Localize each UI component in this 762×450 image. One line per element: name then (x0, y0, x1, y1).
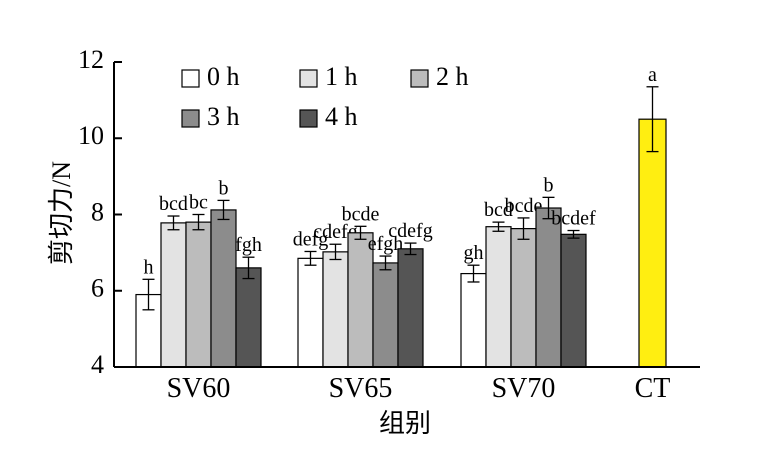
bar (160, 222, 187, 368)
significance-label: bcd (484, 199, 513, 221)
legend-label: 1 h (325, 62, 358, 91)
legend-label: 0 h (207, 62, 240, 91)
bar (297, 257, 324, 368)
significance-label: bcde (342, 203, 380, 225)
legend-swatch (410, 69, 429, 88)
bar (372, 262, 399, 368)
significance-label: bcde (505, 195, 543, 217)
x-tick-label: SV65 (329, 373, 393, 404)
significance-label: bc (189, 192, 208, 214)
bar (560, 233, 587, 368)
significance-label: b (544, 174, 554, 196)
bar (510, 228, 537, 368)
significance-label: cdefg (313, 221, 357, 243)
significance-label: gh (464, 242, 484, 264)
bar (460, 272, 487, 368)
significance-label: bcdef (551, 208, 596, 230)
significance-label: a (648, 64, 657, 86)
bar (185, 221, 212, 368)
bar (535, 207, 562, 368)
y-tick-label: 6 (91, 274, 104, 303)
bar (397, 248, 424, 368)
legend-label: 2 h (436, 62, 469, 91)
significance-label: efgh (368, 233, 404, 255)
legend-label: 4 h (325, 102, 358, 131)
bar (210, 209, 237, 368)
bar (235, 267, 262, 368)
significance-label: bcd (159, 193, 188, 215)
y-tick-label: 10 (78, 121, 104, 150)
significance-label: cdefg (388, 220, 432, 242)
y-tick-label: 12 (78, 45, 104, 74)
legend-swatch (181, 69, 200, 88)
x-tick-label: SV60 (167, 373, 231, 404)
legend-swatch (299, 109, 318, 128)
y-tick-label: 8 (91, 197, 104, 226)
control-bar (638, 118, 667, 368)
x-tick-label: CT (635, 373, 671, 404)
axes-layer: 4 6 8 10 12 SV60 SV65 SV70 CT (78, 45, 700, 404)
legend-swatch (299, 69, 318, 88)
significance-label: fgh (235, 234, 262, 256)
significance-label: b (219, 177, 229, 199)
legend-label: 3 h (207, 102, 240, 131)
bar (485, 226, 512, 368)
significance-label: h (144, 256, 154, 278)
bar (347, 232, 374, 368)
x-axis-title: 组别 (379, 409, 431, 438)
y-tick-label: 4 (91, 350, 104, 379)
bar (322, 251, 349, 368)
y-axis-title: 剪切力/N (47, 161, 76, 265)
x-tick-label: SV70 (492, 373, 556, 404)
legend-swatch (181, 109, 200, 128)
legend: 0 h 1 h 2 h 3 h 4 h (181, 62, 469, 131)
significance-label: defg (293, 228, 329, 250)
